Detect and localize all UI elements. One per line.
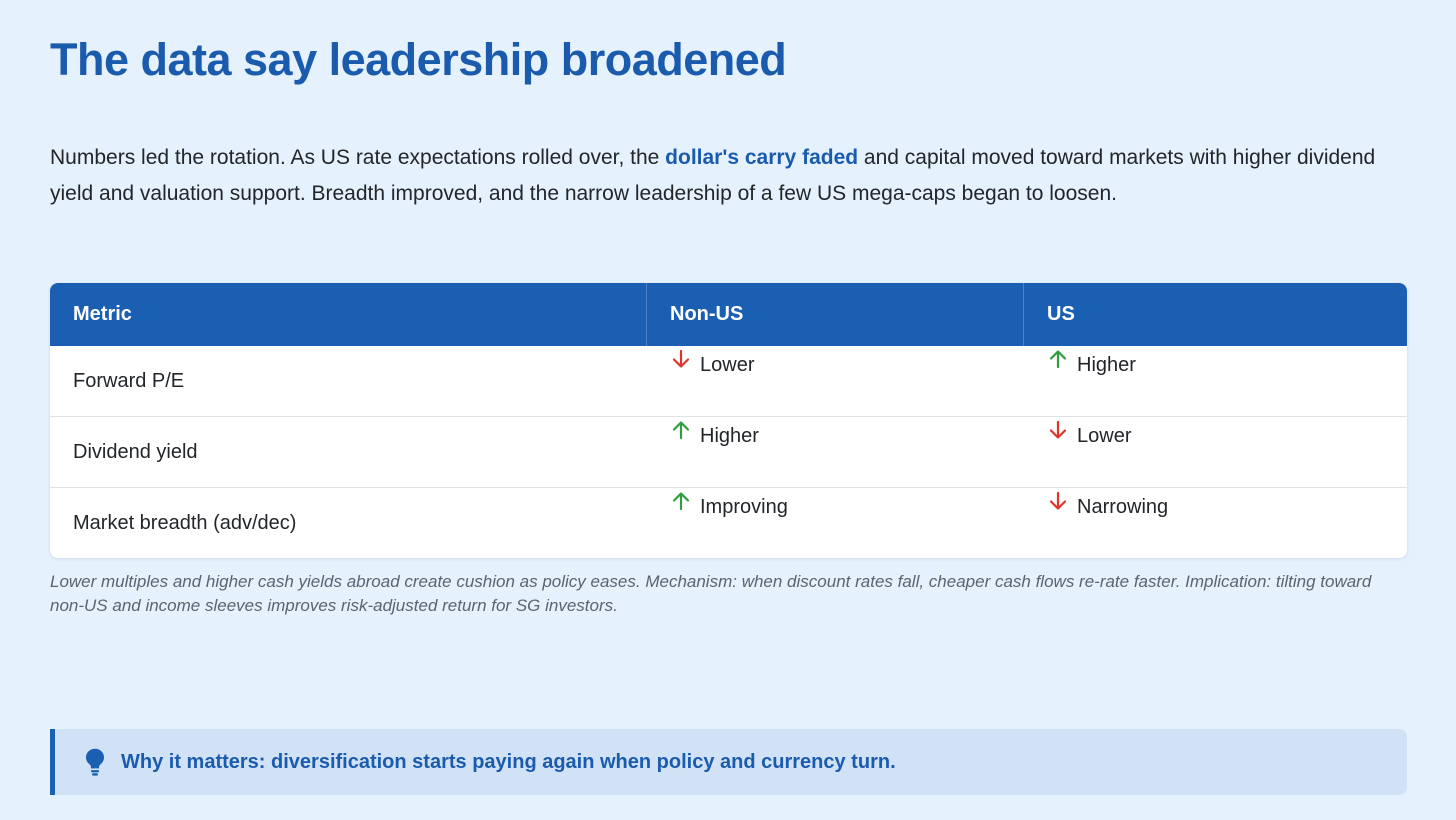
metric-cell: Forward P/E [73, 369, 185, 392]
callout-text: Why it matters: diversification starts p… [121, 750, 896, 773]
non-us-cell: Improving [647, 488, 1024, 558]
trend-label: Improving [700, 496, 788, 518]
lightbulb-icon [86, 748, 104, 776]
trend-label: Lower [700, 354, 755, 376]
intro-paragraph: Numbers led the rotation. As US rate exp… [50, 140, 1390, 212]
intro-text-before: Numbers led the rotation. As US rate exp… [50, 146, 666, 169]
header-non-us: Non-US [647, 283, 1024, 346]
table-row: Market breadth (adv/dec) Improving Narro… [50, 487, 1407, 558]
table-row: Forward P/E Lower Higher [50, 346, 1407, 416]
trend-label: Higher [700, 425, 759, 447]
header-us: US [1047, 303, 1075, 325]
dollar-carry-link[interactable]: dollar's carry faded [665, 146, 859, 169]
arrow-up-icon [1047, 348, 1069, 370]
us-cell: Lower [1024, 417, 1407, 487]
trend-label: Lower [1077, 425, 1132, 447]
metric-cell: Market breadth (adv/dec) [73, 511, 297, 534]
arrow-down-icon [1047, 419, 1069, 441]
table-header-row: Metric Non-US US [50, 283, 1407, 346]
header-metric: Metric [50, 283, 647, 346]
comparison-table: Metric Non-US US Forward P/E Lower Highe… [50, 283, 1407, 558]
table-caption: Lower multiples and higher cash yields a… [50, 572, 1372, 615]
us-cell: Narrowing [1024, 488, 1407, 558]
arrow-up-icon [670, 490, 692, 512]
page-title: The data say leadership broadened [50, 34, 787, 85]
non-us-cell: Higher [647, 417, 1024, 487]
us-cell: Higher [1024, 346, 1407, 416]
arrow-up-icon [670, 419, 692, 441]
metric-cell: Dividend yield [73, 440, 198, 463]
intro-text-after: and capital moved toward markets with hi… [50, 146, 1376, 205]
trend-label: Narrowing [1077, 496, 1169, 518]
table-row: Dividend yield Higher Lower [50, 416, 1407, 487]
why-it-matters-callout: Why it matters: diversification starts p… [50, 729, 1407, 795]
arrow-down-icon [670, 348, 692, 370]
trend-label: Higher [1077, 354, 1136, 376]
arrow-down-icon [1047, 490, 1069, 512]
non-us-cell: Lower [647, 346, 1024, 416]
